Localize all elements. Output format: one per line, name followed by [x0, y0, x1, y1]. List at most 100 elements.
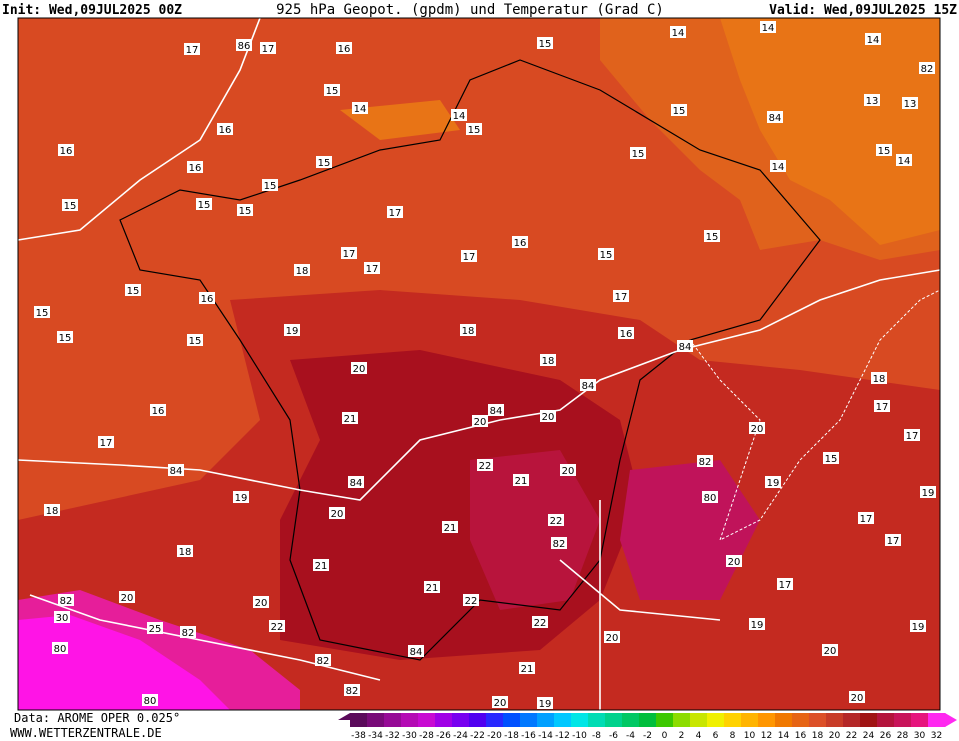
contour-label: 20 — [824, 646, 837, 657]
colorbar-label: -12 — [555, 731, 570, 741]
label-box — [488, 404, 504, 416]
label-box — [670, 26, 686, 38]
colorbar-swatch — [775, 713, 793, 727]
contour-label: 21 — [515, 476, 528, 487]
contour-label: 15 — [264, 181, 277, 192]
contour-label: 18 — [179, 547, 192, 558]
colorbar-label: 20 — [829, 731, 841, 741]
label-box — [57, 331, 73, 343]
label-box — [885, 534, 901, 546]
contour-label: 19 — [751, 620, 764, 631]
colorbar-swatch — [911, 713, 929, 727]
label-box — [537, 37, 553, 49]
contour-label: 17 — [887, 536, 900, 547]
colorbar-arrow — [945, 713, 957, 727]
label-box — [749, 422, 765, 434]
colorbar-label: -4 — [626, 731, 635, 741]
label-box — [196, 198, 212, 210]
contour-label: 15 — [326, 86, 339, 97]
label-box — [150, 404, 166, 416]
contour-label: 14 — [354, 104, 367, 115]
contour-label: 20 — [542, 412, 555, 423]
colorbar-swatch — [537, 713, 555, 727]
contour-label: 15 — [600, 250, 613, 261]
colorbar-swatch — [571, 713, 589, 727]
contour-label: 21 — [344, 414, 357, 425]
label-box — [284, 324, 300, 336]
colorbar-label: -28 — [419, 731, 434, 741]
label-box — [387, 206, 403, 218]
contour-label: 17 — [615, 292, 628, 303]
label-box — [424, 581, 440, 593]
geopotential-contour — [17, 17, 941, 710]
label-box — [253, 596, 269, 608]
contour-label: 19 — [235, 493, 248, 504]
map-title: 925 hPa Geopot. (gpdm) und Temperatur (G… — [276, 2, 664, 18]
contour-label: 20 — [494, 698, 507, 709]
label-box — [777, 578, 793, 590]
label-box — [770, 160, 786, 172]
contour-label: 15 — [59, 333, 72, 344]
contour-label: 19 — [286, 326, 299, 337]
label-box — [262, 179, 278, 191]
label-box — [125, 284, 141, 296]
label-box — [460, 324, 476, 336]
colorbar-label: 6 — [713, 731, 719, 741]
contour-label: 19 — [922, 488, 935, 499]
colorbar-label: -32 — [385, 731, 400, 741]
contour-label: 82 — [60, 596, 73, 607]
label-box — [315, 654, 331, 666]
label-box — [896, 154, 912, 166]
colorbar-label: 14 — [778, 731, 790, 741]
label-box — [233, 491, 249, 503]
contour-label: 84 — [410, 647, 423, 658]
contour-label: 14 — [898, 156, 911, 167]
contour-label: 14 — [867, 35, 880, 46]
contour-label: 82 — [317, 656, 330, 667]
contour-label: 20 — [353, 364, 366, 375]
contour-label: 16 — [201, 294, 214, 305]
colorbar-swatch — [843, 713, 861, 727]
label-box — [512, 236, 528, 248]
valid-time: Valid: Wed,09JUL2025 15Z — [769, 3, 957, 18]
contour-label: 84 — [490, 406, 503, 417]
contour-label: 82 — [346, 686, 359, 697]
contour-label: 15 — [706, 232, 719, 243]
label-box — [184, 43, 200, 55]
label-box — [822, 644, 838, 656]
contour-label: 15 — [539, 39, 552, 50]
label-box — [604, 631, 620, 643]
label-box — [858, 512, 874, 524]
contour-label: 82 — [182, 628, 195, 639]
colorbar-label: 32 — [931, 731, 942, 741]
colorbar-label: -24 — [453, 731, 468, 741]
colorbar-swatch — [520, 713, 538, 727]
colorbar-label: 2 — [679, 731, 685, 741]
contour-label: 15 — [189, 336, 202, 347]
label-box — [613, 290, 629, 302]
label-box — [217, 123, 233, 135]
label-box — [351, 362, 367, 374]
label-box — [876, 144, 892, 156]
contour-label: 18 — [542, 356, 555, 367]
label-box — [677, 340, 693, 352]
contour-label: 15 — [878, 146, 891, 157]
label-box — [823, 452, 839, 464]
contour-label: 84 — [679, 342, 692, 353]
contour-label: 18 — [296, 266, 309, 277]
label-box — [671, 104, 687, 116]
cool-zone — [340, 100, 460, 140]
colorbar-swatch — [707, 713, 725, 727]
contour-label: 80 — [704, 493, 717, 504]
contour-label: 20 — [255, 598, 268, 609]
label-box — [477, 459, 493, 471]
colorbar-swatch — [503, 713, 521, 727]
data-source: Data: AROME OPER 0.025° — [14, 711, 180, 725]
contour-label: 15 — [318, 158, 331, 169]
label-box — [451, 109, 467, 121]
label-box — [466, 123, 482, 135]
contour-label: 15 — [36, 308, 49, 319]
label-box — [352, 102, 368, 114]
label-box — [44, 504, 60, 516]
